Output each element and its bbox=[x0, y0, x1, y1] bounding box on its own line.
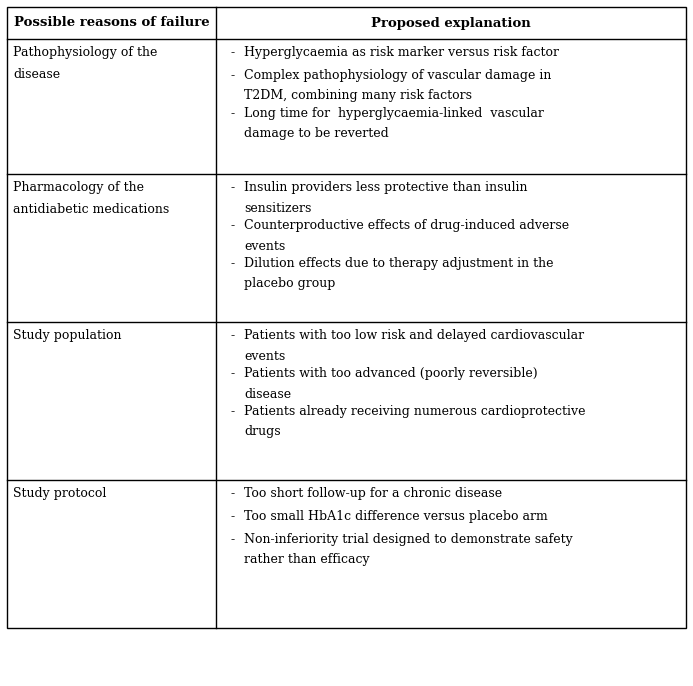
Text: Long time for  hyperglycaemia-linked  vascular
damage to be reverted: Long time for hyperglycaemia-linked vasc… bbox=[244, 107, 544, 141]
Text: -: - bbox=[230, 181, 234, 194]
Text: Possible reasons of failure: Possible reasons of failure bbox=[14, 16, 209, 29]
Text: -: - bbox=[230, 487, 234, 500]
Text: Hyperglycaemia as risk marker versus risk factor: Hyperglycaemia as risk marker versus ris… bbox=[244, 46, 559, 59]
Text: -: - bbox=[230, 69, 234, 82]
Text: -: - bbox=[230, 219, 234, 232]
Text: Patients with too advanced (poorly reversible)
disease: Patients with too advanced (poorly rever… bbox=[244, 367, 538, 401]
Text: Patients with too low risk and delayed cardiovascular
events: Patients with too low risk and delayed c… bbox=[244, 329, 584, 362]
Text: -: - bbox=[230, 46, 234, 59]
Text: Pathophysiology of the
disease: Pathophysiology of the disease bbox=[13, 46, 157, 81]
Text: Counterproductive effects of drug-induced adverse
events: Counterproductive effects of drug-induce… bbox=[244, 219, 569, 252]
Text: Patients already receiving numerous cardioprotective
drugs: Patients already receiving numerous card… bbox=[244, 405, 586, 438]
Text: -: - bbox=[230, 405, 234, 418]
Text: -: - bbox=[230, 533, 234, 546]
Text: -: - bbox=[230, 257, 234, 270]
Text: Proposed explanation: Proposed explanation bbox=[371, 16, 531, 29]
Text: Study population: Study population bbox=[13, 329, 121, 342]
Text: Complex pathophysiology of vascular damage in
T2DM, combining many risk factors: Complex pathophysiology of vascular dama… bbox=[244, 69, 552, 102]
Text: -: - bbox=[230, 329, 234, 342]
Text: Insulin providers less protective than insulin
sensitizers: Insulin providers less protective than i… bbox=[244, 181, 527, 215]
Text: Pharmacology of the
antidiabetic medications: Pharmacology of the antidiabetic medicat… bbox=[13, 181, 169, 216]
Text: Dilution effects due to therapy adjustment in the
placebo group: Dilution effects due to therapy adjustme… bbox=[244, 257, 554, 290]
Text: Non-inferiority trial designed to demonstrate safety
rather than efficacy: Non-inferiority trial designed to demons… bbox=[244, 533, 573, 567]
Text: Too short follow-up for a chronic disease: Too short follow-up for a chronic diseas… bbox=[244, 487, 502, 500]
Text: Study protocol: Study protocol bbox=[13, 487, 106, 500]
Text: Too small HbA1c difference versus placebo arm: Too small HbA1c difference versus placeb… bbox=[244, 510, 548, 523]
Text: -: - bbox=[230, 367, 234, 380]
Text: -: - bbox=[230, 510, 234, 523]
Text: -: - bbox=[230, 107, 234, 120]
